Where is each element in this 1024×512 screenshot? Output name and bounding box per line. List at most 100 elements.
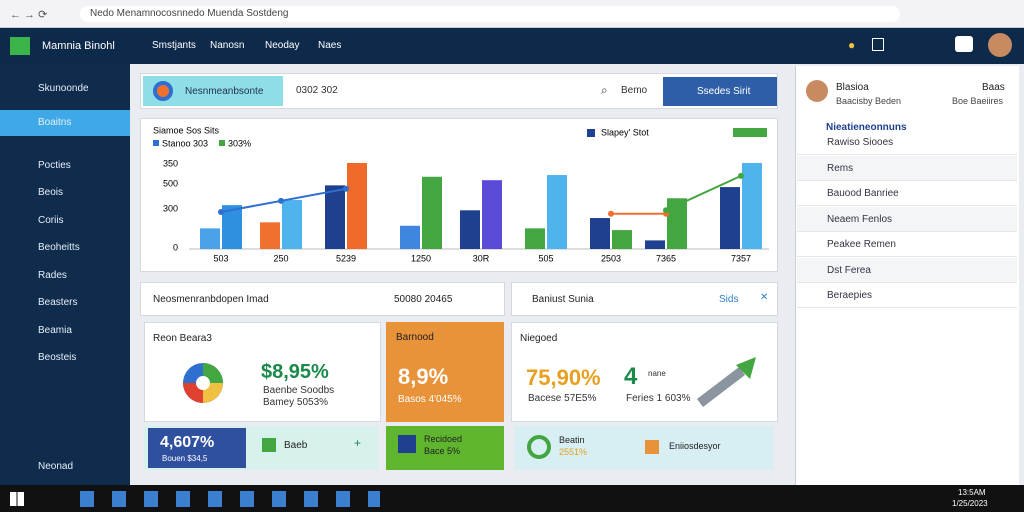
search-label: Nesnmeanbsonte	[185, 86, 264, 97]
search-value[interactable]: 0302 302	[296, 85, 338, 96]
sidebar-item[interactable]: Beois	[38, 187, 64, 198]
bar	[482, 180, 502, 249]
tile-sub: 2551%	[559, 447, 588, 457]
icon[interactable]	[955, 36, 973, 52]
icon	[527, 435, 551, 459]
card-small: nane	[648, 369, 666, 378]
tile-label: Recidoed	[424, 434, 463, 444]
card: Reon Beara3 $8,95% Baenbe Soodbs Bamey 5…	[144, 322, 381, 422]
date: 1/25/2023	[952, 499, 988, 508]
bar	[325, 185, 345, 249]
search-tag[interactable]: Nesnmeanbsonte	[143, 76, 283, 106]
legend-swatch	[153, 140, 159, 146]
notification-item[interactable]: Peakee Remen	[797, 232, 1017, 257]
sidebar-item[interactable]: Beosteis	[38, 352, 77, 363]
icon[interactable]	[872, 38, 884, 51]
card-value: 4	[624, 363, 638, 390]
card-value: $8,95%	[261, 361, 329, 383]
tile: Beatin 2551% Eniiosdesyor	[515, 426, 773, 470]
card-sub: Feries 1 603%	[626, 393, 691, 404]
card-value: 75,90%	[526, 365, 601, 390]
bar	[260, 222, 280, 249]
logo	[10, 37, 30, 55]
card-title: Barnood	[396, 332, 434, 343]
notification-item[interactable]: Dst Ferea	[797, 257, 1017, 283]
x-tick-label: 505	[538, 253, 553, 263]
tile-sub: Bace 5%	[424, 446, 461, 456]
brand: Mamnia Binohl	[42, 40, 115, 52]
button[interactable]: Ssedes Sirit	[663, 77, 777, 106]
search-icon[interactable]: ⌕	[601, 83, 608, 97]
x-tick-label: 7365	[656, 253, 676, 263]
bar	[200, 228, 220, 249]
panel-title: Baniust Sunia	[532, 294, 594, 305]
nav-link[interactable]: Neoday	[265, 40, 300, 51]
tile-label: Baeb	[284, 440, 308, 451]
sidebar-item[interactable]: Skunoonde	[38, 83, 89, 94]
start-button[interactable]	[10, 492, 24, 506]
notification-item[interactable]: Rems	[797, 155, 1017, 181]
nav-link[interactable]: Smstjants	[152, 40, 196, 51]
info-value: 50080 20465	[394, 294, 453, 305]
sidebar-item[interactable]: Rades	[38, 269, 67, 281]
sidebar-item[interactable]: Beoheitts	[38, 242, 80, 253]
plus[interactable]: +	[354, 436, 362, 450]
search-right[interactable]: Bemo	[621, 85, 648, 96]
x-tick-label: 2503	[601, 253, 621, 263]
panel-link[interactable]: Sids	[719, 294, 739, 305]
user-name: Blasioa	[836, 82, 869, 93]
bar	[525, 228, 545, 249]
y-axis-label: 350	[163, 158, 178, 168]
user-button[interactable]: Baas	[982, 82, 1005, 93]
clock: 13:5AM	[958, 488, 986, 497]
sidebar-item[interactable]: Boaitns	[0, 110, 130, 136]
panel-header: Baniust Sunia Sids ✕	[511, 282, 778, 316]
close[interactable]: ✕	[760, 292, 769, 303]
bar	[645, 240, 665, 249]
line	[665, 174, 742, 212]
line-point	[218, 209, 224, 216]
x-tick-label: 250	[273, 253, 288, 263]
sidebar-item[interactable]: Coriis	[38, 214, 64, 226]
bar	[612, 230, 632, 249]
icon	[153, 81, 173, 101]
legend-label: Stanoo 303	[162, 138, 208, 148]
bar	[742, 163, 762, 249]
card-value: 8,9%	[398, 364, 449, 389]
bar	[282, 199, 302, 249]
nav-link[interactable]: Nanosn	[210, 40, 245, 51]
address-bar[interactable]: Nedo Menamnocosnnedo Muenda Sostdeng	[80, 6, 900, 22]
sidebar-item[interactable]: Beamia	[38, 324, 72, 336]
line-point	[738, 172, 744, 179]
rocket-icon	[696, 357, 756, 407]
legend-badge	[733, 128, 767, 137]
notification-item[interactable]: Beraepies	[797, 283, 1017, 308]
sidebar-footer[interactable]: Neonad	[38, 461, 74, 472]
icon	[262, 438, 276, 452]
card: Barnood 8,9% Basos 4'045%	[386, 322, 504, 422]
line-point	[343, 185, 349, 192]
taskbar: 13:5AM 1/25/2023	[0, 485, 1024, 512]
line-point	[663, 207, 669, 214]
bar	[720, 187, 740, 249]
sidebar-item[interactable]: Beasters	[38, 297, 78, 308]
sidebar-item[interactable]: Pocties	[38, 159, 71, 171]
notification-item[interactable]: Rawiso Siooes	[797, 130, 1017, 155]
taskbar-apps[interactable]	[80, 491, 380, 507]
card-title: Niegoed	[520, 333, 558, 344]
card-sub: Bamey 5053%	[263, 397, 329, 408]
legend-swatch	[219, 140, 225, 146]
avatar[interactable]	[988, 33, 1012, 57]
icon[interactable]: ●	[848, 38, 856, 52]
bar	[422, 176, 442, 249]
notification-item[interactable]: Neaem Fenlos	[797, 206, 1017, 232]
notification-item[interactable]: Bauood Banriee	[797, 181, 1017, 206]
nav-link[interactable]: Naes	[318, 40, 342, 51]
nav-buttons[interactable]: ← → ⟳	[10, 9, 48, 21]
card-sub: Bacese 57E5%	[528, 393, 597, 404]
tile-box: 4,607% Bouen $34,5	[148, 428, 246, 468]
legend-label: 303%	[228, 138, 251, 148]
legend-swatch	[587, 129, 595, 137]
card-sub: Baenbe Soodbs	[263, 385, 335, 396]
app-header: Mamnia Binohl Smstjants Nanosn Neoday Na…	[0, 28, 1024, 64]
